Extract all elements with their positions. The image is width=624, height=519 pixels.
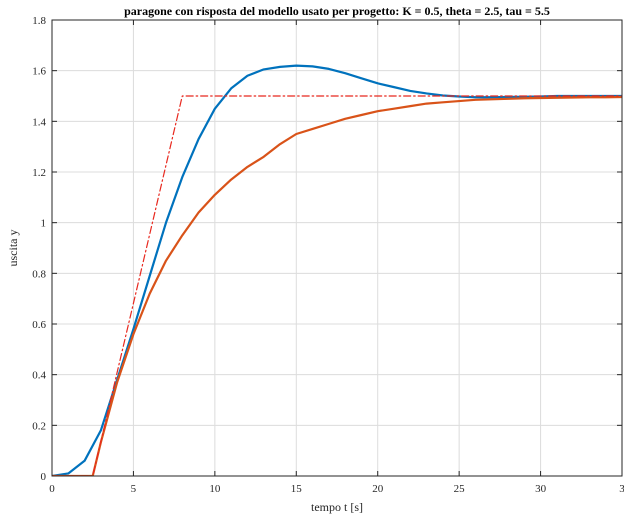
y-tick-label: 1.2 [32, 167, 46, 179]
y-tick-label: 1.8 [32, 15, 46, 27]
y-tick-label: 1 [41, 218, 47, 230]
series-line-3 [52, 95, 622, 476]
x-tick-label: 3 [619, 483, 624, 495]
x-tick-label: 25 [454, 483, 466, 495]
x-tick-label: 0 [49, 483, 55, 495]
x-axis-label: tempo t [s] [311, 500, 363, 514]
x-tick-label: 5 [131, 483, 137, 495]
y-tick-label: 0.6 [32, 319, 46, 331]
series-line-2 [52, 95, 622, 476]
plot-frame [51, 19, 623, 477]
series-group [52, 64, 622, 476]
axis-ticks: 0 5 10 15 20 25 30 300.20.40.60.811.21.41.61.8 [32, 15, 624, 495]
y-axis-label: uscita y [6, 230, 20, 267]
x-tick-label: 30 [535, 483, 547, 495]
chart-title: paragone con risposta del modello usato … [124, 4, 550, 18]
y-tick-label: 0.4 [32, 370, 46, 382]
y-tick-label: 0.8 [32, 268, 46, 280]
grid [51, 19, 623, 477]
y-tick-label: 0.2 [32, 420, 46, 432]
x-tick-label: 20 [372, 483, 384, 495]
x-tick-label: 10 [209, 483, 221, 495]
series-line-1 [52, 64, 622, 476]
x-tick-label: 15 [291, 483, 303, 495]
y-tick-label: 0 [41, 471, 47, 483]
y-tick-label: 1.4 [32, 116, 46, 128]
y-tick-label: 1.6 [32, 66, 46, 78]
